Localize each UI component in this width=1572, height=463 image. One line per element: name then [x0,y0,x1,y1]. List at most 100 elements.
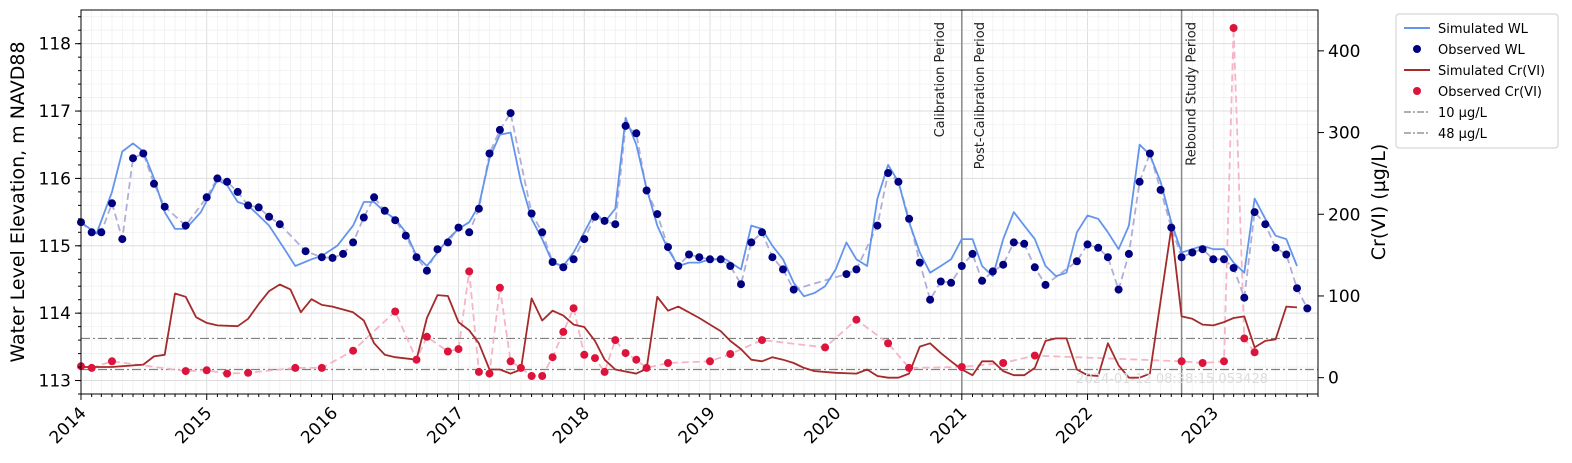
legend-label: Observed WL [1438,43,1526,58]
x-tick-label: 2022 [1052,403,1097,448]
y-left-tick-label: 113 [39,372,71,392]
x-tick-label: 2019 [675,403,720,448]
point-observed-wl [1094,243,1103,252]
point-observed-cr-vi [621,349,630,358]
point-observed-wl [1145,149,1154,158]
series-simulated-wl [80,116,1298,298]
point-observed-wl [706,255,714,264]
point-observed-wl [359,213,368,222]
point-observed-wl [1030,263,1039,272]
point-observed-wl [1293,284,1301,293]
point-observed-cr-vi [600,367,609,376]
point-observed-cr-vi [642,363,651,372]
point-observed-wl [118,235,127,244]
point-observed-wl [1124,249,1133,258]
point-observed-wl [202,193,211,202]
point-observed-wl [591,212,599,221]
period-label: Calibration Period [933,22,948,137]
point-observed-cr-vi [465,267,474,276]
point-observed-wl [495,125,504,134]
point-observed-cr-vi [569,304,578,313]
point-observed-wl [548,258,557,266]
point-observed-wl [422,266,431,275]
point-observed-wl [1261,220,1270,229]
point-observed-wl [842,270,851,279]
point-observed-cr-vi [474,367,483,376]
point-observed-cr-vi [664,359,672,367]
point-observed-wl [538,228,547,237]
point-observed-wl [737,280,745,289]
point-observed-cr-vi [758,336,766,345]
point-observed-wl [1271,243,1280,252]
point-observed-wl [370,193,379,202]
x-tick-label: 2021 [927,403,972,448]
plot-area [77,24,1312,380]
point-observed-wl [139,149,148,158]
point-observed-wl [349,238,358,247]
y-left-tick-label: 118 [39,35,71,55]
point-observed-wl [275,220,284,229]
point-observed-wl [1156,185,1165,194]
point-observed-wl [108,199,116,208]
point-observed-cr-vi [999,359,1008,367]
point-observed-wl [685,250,693,259]
y-left-tick-label: 115 [39,237,71,257]
point-observed-cr-vi [485,369,494,378]
y-right-tick-label: 400 [1328,42,1360,62]
point-observed-cr-vi [108,357,116,366]
point-observed-wl [1188,248,1197,257]
series-observed-wl-trend [80,110,1309,309]
y-right-tick-label: 300 [1328,124,1360,144]
point-observed-cr-vi [611,336,620,345]
period-label: Post-Calibration Period [973,22,988,169]
point-observed-wl [905,214,914,223]
point-observed-wl [265,212,274,221]
point-observed-wl [1167,223,1176,232]
point-observed-wl [301,247,310,256]
point-observed-wl [747,238,756,247]
legend-label: Simulated WL [1438,22,1529,37]
point-observed-wl [1009,238,1018,247]
point-observed-wl [380,206,389,215]
x-tick-label: 2018 [549,403,594,448]
point-observed-cr-vi [1177,357,1186,366]
y-left-label: Water Level Elevation, m NAVD88 [7,41,29,362]
point-observed-cr-vi [905,363,914,372]
point-observed-wl [527,209,536,218]
point-observed-cr-vi [181,367,190,376]
point-observed-wl [926,295,935,304]
point-observed-wl [485,149,494,158]
point-observed-wl [1083,240,1092,249]
point-observed-wl [1240,293,1249,302]
point-observed-wl [642,186,651,195]
point-observed-wl [391,216,400,225]
point-observed-wl [569,255,578,264]
point-observed-cr-vi [443,347,452,356]
threshold-lines [81,337,1318,371]
point-observed-wl [716,255,725,264]
x-tick-label: 2016 [297,403,342,448]
point-observed-cr-vi [506,357,515,366]
x-tick-label: 2023 [1178,403,1223,448]
point-observed-wl [1209,255,1218,264]
point-observed-cr-vi [884,339,893,348]
series-simulated-cr-vi [81,227,1298,379]
point-observed-wl [894,177,903,186]
point-observed-wl [726,262,735,270]
point-observed-cr-vi [1240,334,1249,343]
point-observed-wl [97,228,106,237]
point-observed-wl [160,202,169,211]
period-markers: Calibration Period Post-Calibration Perio… [933,10,1200,394]
point-observed-wl [213,174,222,183]
y-right-tick-label: 100 [1328,287,1360,307]
legend-label: Observed Cr(VI) [1438,85,1542,100]
legend-label: 10 µg/L [1438,106,1488,121]
point-observed-wl [1220,255,1228,264]
point-observed-cr-vi [412,355,421,364]
point-observed-wl [474,204,483,213]
point-observed-cr-vi [454,345,463,354]
legend-swatch [1413,45,1421,53]
point-observed-wl [915,258,924,267]
point-observed-wl [947,278,956,287]
point-observed-cr-vi [1220,357,1228,366]
